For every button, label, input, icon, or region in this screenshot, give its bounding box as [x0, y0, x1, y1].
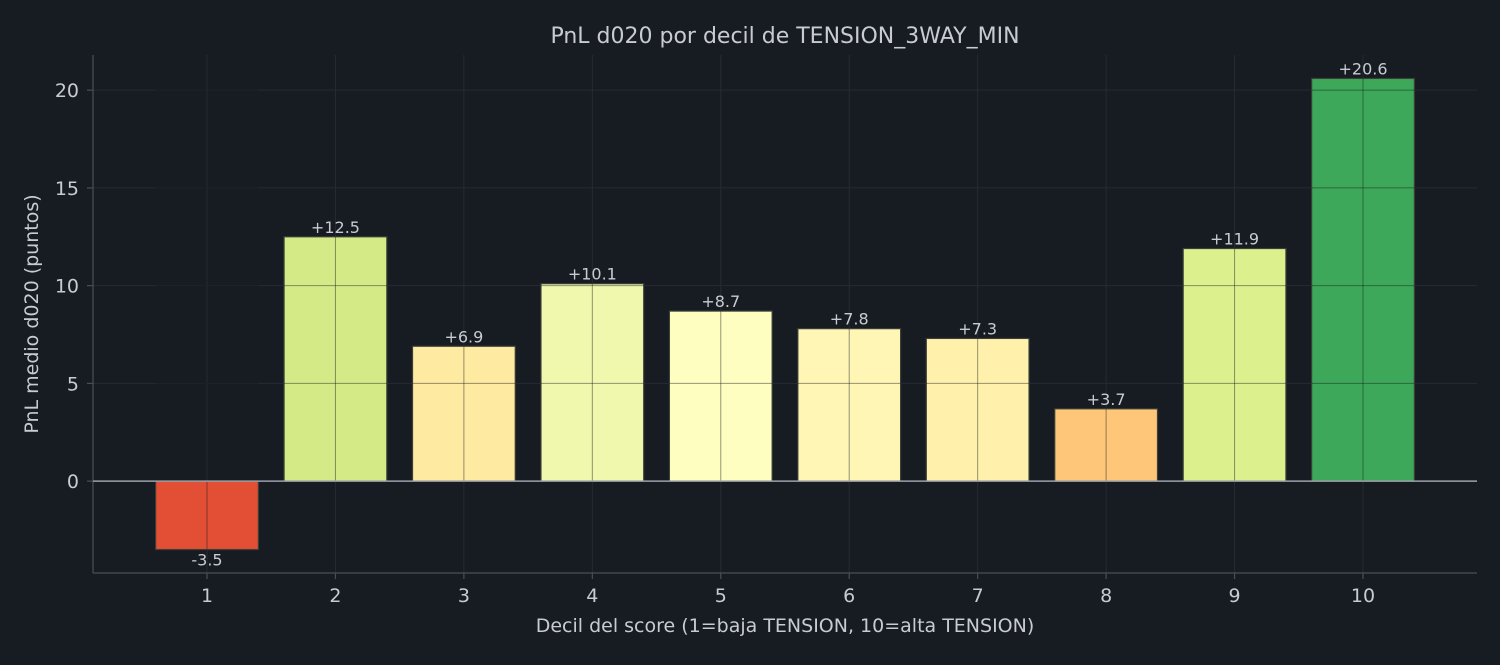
y-axis-label: PnL medio d020 (puntos) — [21, 194, 43, 433]
y-tick-label: 5 — [67, 373, 79, 395]
x-tick-label: 8 — [1100, 585, 1112, 607]
x-tick-label: 9 — [1229, 585, 1241, 607]
x-axis-label: Decil del score (1=baja TENSION, 10=alta… — [536, 615, 1035, 637]
value-labels: -3.5 +12.5 +6.9 +10.1 +8.7 +7.8 +7.3 +3.7 +11.9 +… — [191, 59, 1387, 569]
bar-value-label: +7.3 — [958, 319, 997, 338]
x-tick-label: 1 — [201, 585, 213, 607]
bar-value-label: +7.8 — [830, 310, 869, 329]
axes — [92, 55, 1477, 574]
bar — [1054, 408, 1159, 482]
x-tick-label: 2 — [329, 585, 341, 607]
x-tick-label: 3 — [458, 585, 470, 607]
bar — [411, 345, 516, 482]
bar-value-label: +8.7 — [701, 292, 740, 311]
bar — [155, 480, 259, 551]
bars — [155, 77, 1415, 551]
y-tick-label: 10 — [55, 276, 79, 298]
y-tick-label: 15 — [55, 178, 79, 200]
bar-value-label: +6.9 — [444, 327, 483, 346]
bar — [797, 328, 902, 482]
bar-value-label: +3.7 — [1087, 390, 1126, 409]
bar — [540, 283, 645, 482]
chart-title: PnL d020 por decil de TENSION_3WAY_MIN — [550, 24, 1019, 49]
bar — [1311, 77, 1415, 482]
bar — [1182, 247, 1287, 482]
x-tick-label: 5 — [715, 585, 727, 607]
bar — [283, 236, 388, 482]
x-tick-label: 7 — [972, 585, 984, 607]
bar-value-label: +20.6 — [1338, 59, 1387, 78]
x-tick-label: 6 — [843, 585, 855, 607]
bar-value-label: -3.5 — [191, 551, 222, 570]
y-tick-label: 0 — [67, 471, 79, 493]
x-tick-label: 10 — [1351, 585, 1375, 607]
bar-value-label: +12.5 — [311, 218, 360, 237]
x-tick-label: 4 — [586, 585, 598, 607]
bar — [925, 337, 1030, 482]
y-tick-label: 20 — [55, 80, 79, 102]
bar-value-label: +11.9 — [1210, 230, 1259, 249]
bar-value-label: +10.1 — [568, 265, 617, 284]
ticks: 0 5 10 15 20 1 2 3 4 5 6 7 8 9 10 — [55, 80, 1375, 607]
